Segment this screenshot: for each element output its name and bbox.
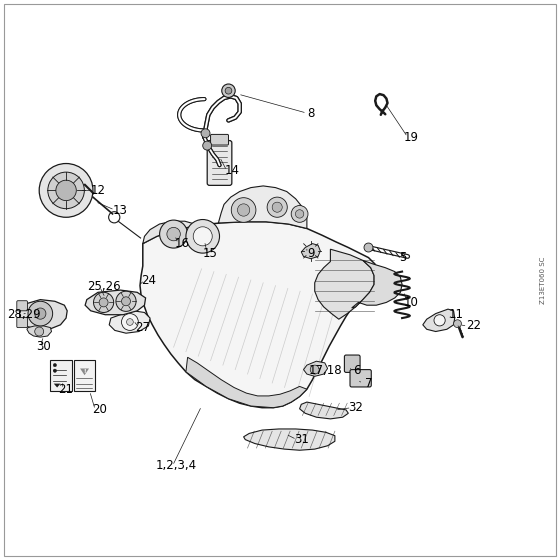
Text: 30: 30	[36, 339, 51, 353]
Circle shape	[116, 291, 136, 311]
FancyBboxPatch shape	[211, 134, 228, 145]
Text: 25,26: 25,26	[87, 280, 120, 293]
Circle shape	[167, 227, 180, 241]
Circle shape	[99, 298, 108, 307]
Polygon shape	[218, 186, 307, 228]
Polygon shape	[54, 384, 60, 388]
Text: 28,29: 28,29	[7, 308, 40, 321]
Polygon shape	[109, 311, 150, 333]
Text: 17,18: 17,18	[309, 364, 343, 377]
Circle shape	[203, 141, 212, 150]
Circle shape	[53, 369, 57, 372]
Text: 11: 11	[449, 308, 464, 321]
Text: 12: 12	[91, 184, 105, 197]
Circle shape	[94, 292, 114, 312]
Text: 16: 16	[175, 237, 189, 250]
Circle shape	[310, 365, 319, 374]
Polygon shape	[140, 222, 378, 408]
Polygon shape	[186, 357, 307, 408]
Text: 10: 10	[404, 296, 419, 309]
FancyBboxPatch shape	[74, 360, 95, 391]
Circle shape	[28, 301, 53, 326]
Polygon shape	[304, 361, 328, 376]
Text: 27: 27	[136, 321, 150, 334]
Circle shape	[48, 172, 85, 209]
Text: 31: 31	[294, 433, 309, 446]
Polygon shape	[85, 290, 146, 315]
Circle shape	[122, 297, 130, 306]
Circle shape	[193, 227, 212, 246]
Circle shape	[56, 180, 76, 200]
Circle shape	[225, 87, 232, 94]
Circle shape	[454, 320, 461, 328]
FancyBboxPatch shape	[17, 318, 27, 328]
Polygon shape	[244, 429, 335, 450]
Text: 7: 7	[365, 377, 372, 390]
Text: 5: 5	[399, 251, 407, 264]
Polygon shape	[301, 244, 320, 259]
Circle shape	[127, 319, 133, 325]
Text: 14: 14	[225, 164, 240, 178]
Circle shape	[35, 327, 44, 336]
Circle shape	[237, 204, 250, 216]
Circle shape	[231, 198, 256, 222]
FancyBboxPatch shape	[344, 355, 360, 372]
Polygon shape	[20, 300, 67, 329]
Polygon shape	[423, 309, 455, 332]
Circle shape	[35, 308, 46, 319]
Polygon shape	[352, 260, 402, 308]
Circle shape	[53, 363, 57, 367]
Text: 9: 9	[307, 246, 315, 260]
Circle shape	[186, 220, 220, 253]
Text: 19: 19	[404, 130, 419, 144]
Circle shape	[39, 164, 93, 217]
Circle shape	[160, 220, 188, 248]
Text: 22: 22	[466, 319, 480, 333]
Circle shape	[272, 202, 282, 212]
Polygon shape	[80, 368, 89, 375]
Polygon shape	[300, 402, 348, 419]
Circle shape	[291, 206, 308, 222]
Text: 20: 20	[92, 403, 107, 417]
Polygon shape	[315, 249, 374, 319]
Text: !: !	[83, 370, 86, 374]
Circle shape	[122, 314, 138, 330]
Circle shape	[222, 84, 235, 97]
Text: 32: 32	[348, 401, 363, 414]
Text: Z13ET060 SC: Z13ET060 SC	[540, 256, 546, 304]
Polygon shape	[27, 326, 52, 337]
Circle shape	[296, 210, 304, 218]
Text: 15: 15	[203, 246, 217, 260]
FancyBboxPatch shape	[207, 141, 232, 185]
Text: 1,2,3,4: 1,2,3,4	[156, 459, 197, 473]
Circle shape	[201, 129, 210, 138]
Text: 24: 24	[141, 273, 156, 287]
Circle shape	[434, 315, 445, 326]
Polygon shape	[143, 221, 199, 244]
Text: 6: 6	[353, 364, 361, 377]
Text: 13: 13	[113, 203, 128, 217]
Circle shape	[267, 197, 287, 217]
FancyBboxPatch shape	[50, 360, 72, 391]
FancyBboxPatch shape	[17, 301, 27, 311]
Circle shape	[364, 243, 373, 252]
Text: 21: 21	[59, 382, 73, 396]
Text: 8: 8	[307, 106, 315, 120]
FancyBboxPatch shape	[350, 370, 371, 387]
